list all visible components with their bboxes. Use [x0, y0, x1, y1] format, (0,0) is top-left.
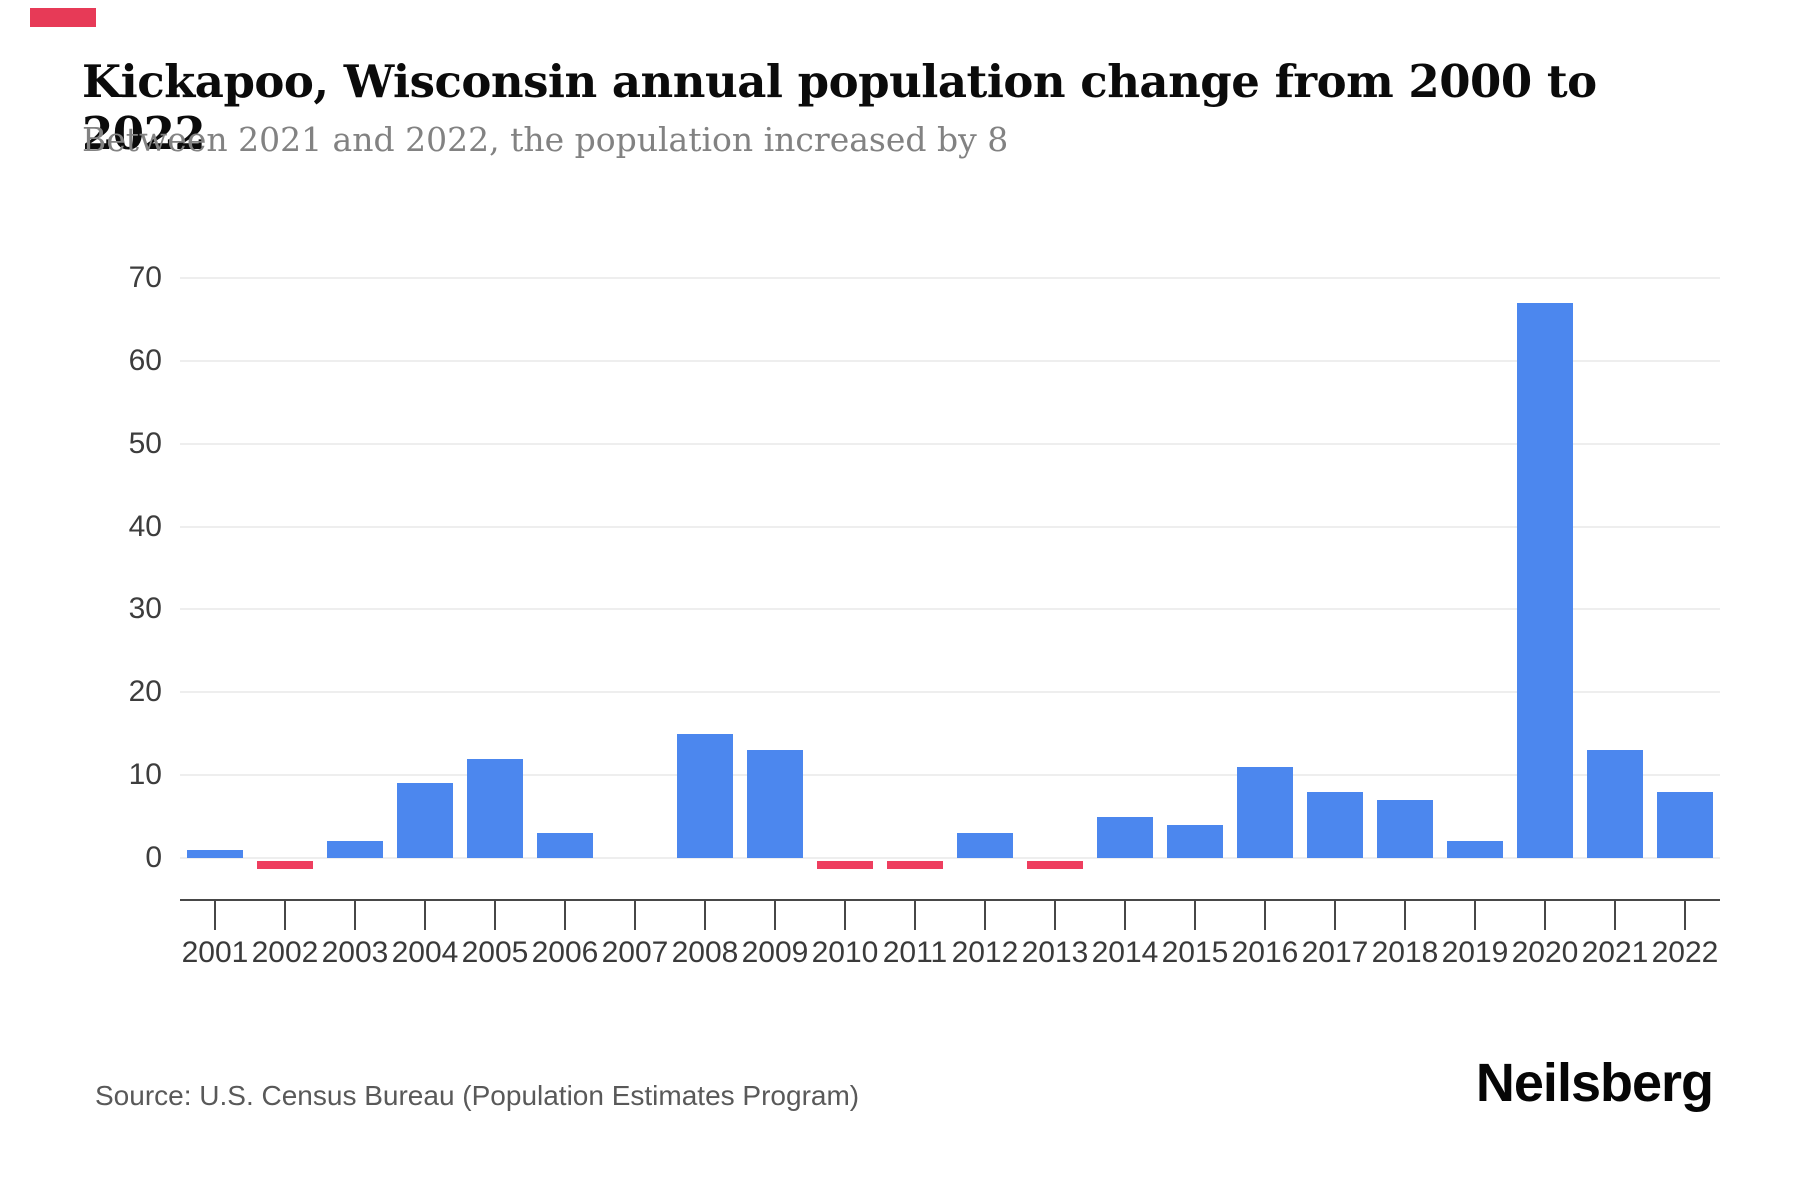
chart-subtitle: Between 2021 and 2022, the population in… [82, 120, 1009, 159]
x-axis-tick [704, 901, 706, 930]
y-axis-tick-label: 50 [128, 426, 162, 460]
gridline-y-60 [180, 359, 1720, 362]
y-axis-tick-label: 30 [128, 592, 162, 626]
x-axis-tick [1194, 901, 1196, 930]
x-axis-tick-label: 2002 [251, 936, 319, 969]
x-axis-tick-label: 2011 [882, 936, 948, 969]
bar-2004[interactable] [397, 783, 453, 858]
bar-2014[interactable] [1097, 816, 1153, 858]
x-axis-tick [984, 901, 986, 930]
bar-chart-plot-area: 0 10 20 30 40 50 60 70 2001 2002 2003 2004 2005 2006 2… [128, 261, 1720, 969]
x-axis-tick [1544, 901, 1546, 930]
x-axis-tick-label: 2018 [1371, 936, 1439, 969]
chart-title: Kickapoo, Wisconsin annual population ch… [82, 55, 1597, 160]
x-axis-tick-label: 2003 [321, 936, 389, 969]
gridline-y-40 [180, 525, 1720, 528]
bar-2015[interactable] [1167, 824, 1223, 858]
source-attribution: Source: U.S. Census Bureau (Population E… [95, 1080, 860, 1111]
y-axis-tick-label: 20 [128, 675, 162, 709]
x-axis-tick [284, 901, 286, 930]
y-axis-tick-label: 0 [145, 841, 162, 874]
y-axis-tick-label: 70 [128, 261, 162, 294]
x-axis-tick-label: 2022 [1651, 936, 1719, 969]
x-axis-tick [1474, 901, 1476, 930]
x-axis-tick [1264, 901, 1266, 930]
bar-2017[interactable] [1307, 791, 1363, 858]
x-axis-tick [214, 901, 216, 930]
x-axis-tick [1684, 901, 1686, 930]
x-axis-tick [564, 901, 566, 930]
x-axis-tick [1404, 901, 1406, 930]
x-axis-tick-label: 2005 [461, 936, 529, 969]
x-axis-tick-label: 2009 [741, 936, 809, 969]
x-axis-tick-label: 2001 [181, 936, 249, 969]
x-axis-tick [774, 901, 776, 930]
bar-2012[interactable] [957, 833, 1013, 858]
x-axis-tick-label: 2006 [531, 936, 599, 969]
x-axis-tick-label: 2008 [671, 936, 739, 969]
x-axis-tick-label: 2013 [1021, 936, 1089, 969]
x-axis-tick-label: 2021 [1581, 936, 1649, 969]
bar-2020[interactable] [1517, 302, 1573, 858]
neilsberg-logo: Neilsberg [1475, 1053, 1714, 1113]
bar-2003[interactable] [327, 841, 383, 858]
bar-2001[interactable] [187, 849, 243, 858]
gridline-y-30 [180, 608, 1720, 611]
y-axis-tick-label: 10 [128, 758, 162, 792]
x-axis-tick [634, 901, 636, 930]
bar-2008[interactable] [677, 733, 733, 858]
x-axis-tick [1124, 901, 1126, 930]
gridline-y-10 [180, 774, 1720, 777]
x-axis-line [180, 899, 1720, 901]
gridline-y-50 [180, 442, 1720, 445]
bar-2005[interactable] [467, 758, 523, 858]
x-axis-tick [424, 901, 426, 930]
x-axis-tick-label: 2010 [811, 936, 879, 969]
bar-2018[interactable] [1377, 800, 1433, 858]
x-axis-tick [354, 901, 356, 930]
bar-2010[interactable] [817, 861, 873, 870]
x-axis-tick [844, 901, 846, 930]
x-axis-tick-label: 2015 [1161, 936, 1229, 969]
x-axis-tick-label: 2019 [1441, 936, 1509, 969]
bar-2022[interactable] [1657, 791, 1713, 858]
bar-2013[interactable] [1027, 861, 1083, 870]
brand-accent-mark [30, 8, 96, 27]
x-axis-tick [494, 901, 496, 930]
x-axis-tick-label: 2012 [951, 936, 1019, 969]
gridline-y-0 [180, 857, 1720, 859]
x-axis-tick-label: 2004 [391, 936, 459, 969]
x-axis-tick-label: 2020 [1511, 936, 1579, 969]
x-axis-tick [1614, 901, 1616, 930]
y-axis-tick-label: 40 [128, 509, 162, 543]
y-axis-tick-label: 60 [128, 343, 162, 377]
gridline-y-20 [180, 691, 1720, 694]
bar-2021[interactable] [1587, 750, 1643, 858]
x-axis-tick-label: 2016 [1231, 936, 1299, 969]
bar-2002[interactable] [257, 861, 313, 870]
x-axis-tick-label: 2014 [1091, 936, 1159, 969]
bar-2016[interactable] [1237, 766, 1293, 858]
x-axis-tick-label: 2017 [1301, 936, 1369, 969]
x-axis-tick [1054, 901, 1056, 930]
x-axis-tick [914, 901, 916, 930]
gridline-y-70 [180, 277, 1720, 279]
x-axis-tick [1334, 901, 1336, 930]
bar-2019[interactable] [1447, 841, 1503, 858]
bar-2009[interactable] [747, 750, 803, 858]
bar-2006[interactable] [537, 833, 593, 858]
bar-2011[interactable] [887, 861, 943, 870]
x-axis-tick-label: 2007 [601, 936, 669, 969]
